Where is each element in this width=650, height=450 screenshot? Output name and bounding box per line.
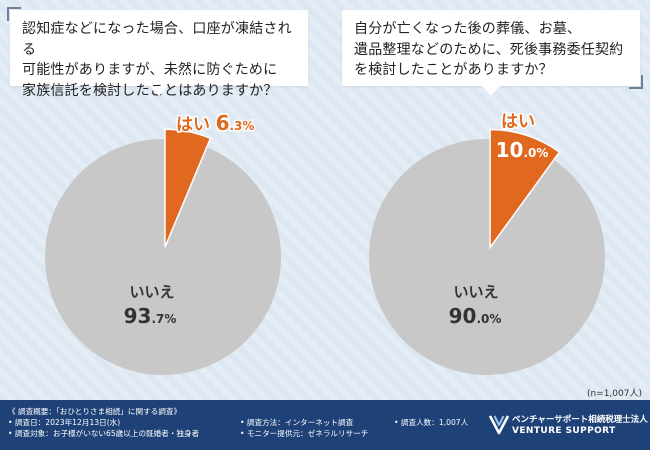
pie-charts: はい 6.3% いいえ 93.7% はい 10.0% いいえ 90.0% [45, 110, 605, 375]
pie-slice-yes [489, 128, 561, 250]
question-box-2: 自分が亡くなった後の葬儀、お墓、 遺品整理などのために、死後事務委任契約 を検討… [342, 10, 643, 96]
survey-method: • 調査方法：インターネット調査 [240, 418, 354, 427]
pie-slice-yes [164, 128, 212, 248]
no-value: 93.7% [124, 304, 177, 328]
company-name-en: VENTURE SUPPORT [512, 426, 616, 436]
speech-tail [150, 86, 168, 96]
corner-decoration [629, 75, 643, 89]
yes-label: はい [501, 112, 535, 132]
corner-decoration [7, 7, 21, 21]
pie-slice-no [369, 139, 605, 375]
survey-count: • 調査人数：1,007人 [394, 418, 469, 427]
survey-footer: 《 調査概要：「おひとりさま相続」に関する調査》 • 調査日：2023年12月1… [0, 400, 650, 450]
yes-label: はい [176, 115, 210, 135]
survey-target: • 調査対象：お子様がいない65歳以上の既婚者・独身者 [8, 429, 200, 438]
no-label: いいえ [453, 283, 498, 301]
no-value: 90.0% [449, 304, 502, 328]
survey-overview: 《 調査概要：「おひとりさま相続」に関する調査》 [8, 407, 182, 416]
company-logo-icon [488, 415, 510, 435]
question-1-text: 認知症などになった場合、口座が凍結される 可能性がありますが、未然に防ぐために … [22, 21, 292, 99]
question-2-text: 自分が亡くなった後の葬儀、お墓、 遺品整理などのために、死後事務委任契約 を検討… [354, 21, 624, 78]
survey-monitor: • モニター提供元：ゼネラルリサーチ [240, 429, 369, 438]
pie-slice-no [45, 139, 281, 375]
sample-size: (n=1,007人) [586, 389, 642, 399]
no-label: いいえ [129, 283, 174, 301]
yes-value: 10.0% [496, 138, 549, 162]
question-box-1: 認知症などになった場合、口座が凍結される 可能性がありますが、未然に防ぐために … [7, 7, 308, 99]
yes-value: 6.3% [216, 111, 255, 135]
company-name-jp: ベンチャーサポート相続税理士法人 [512, 415, 648, 425]
survey-date: • 調査日：2023年12月13日(水) [8, 418, 121, 427]
speech-tail [482, 86, 500, 96]
